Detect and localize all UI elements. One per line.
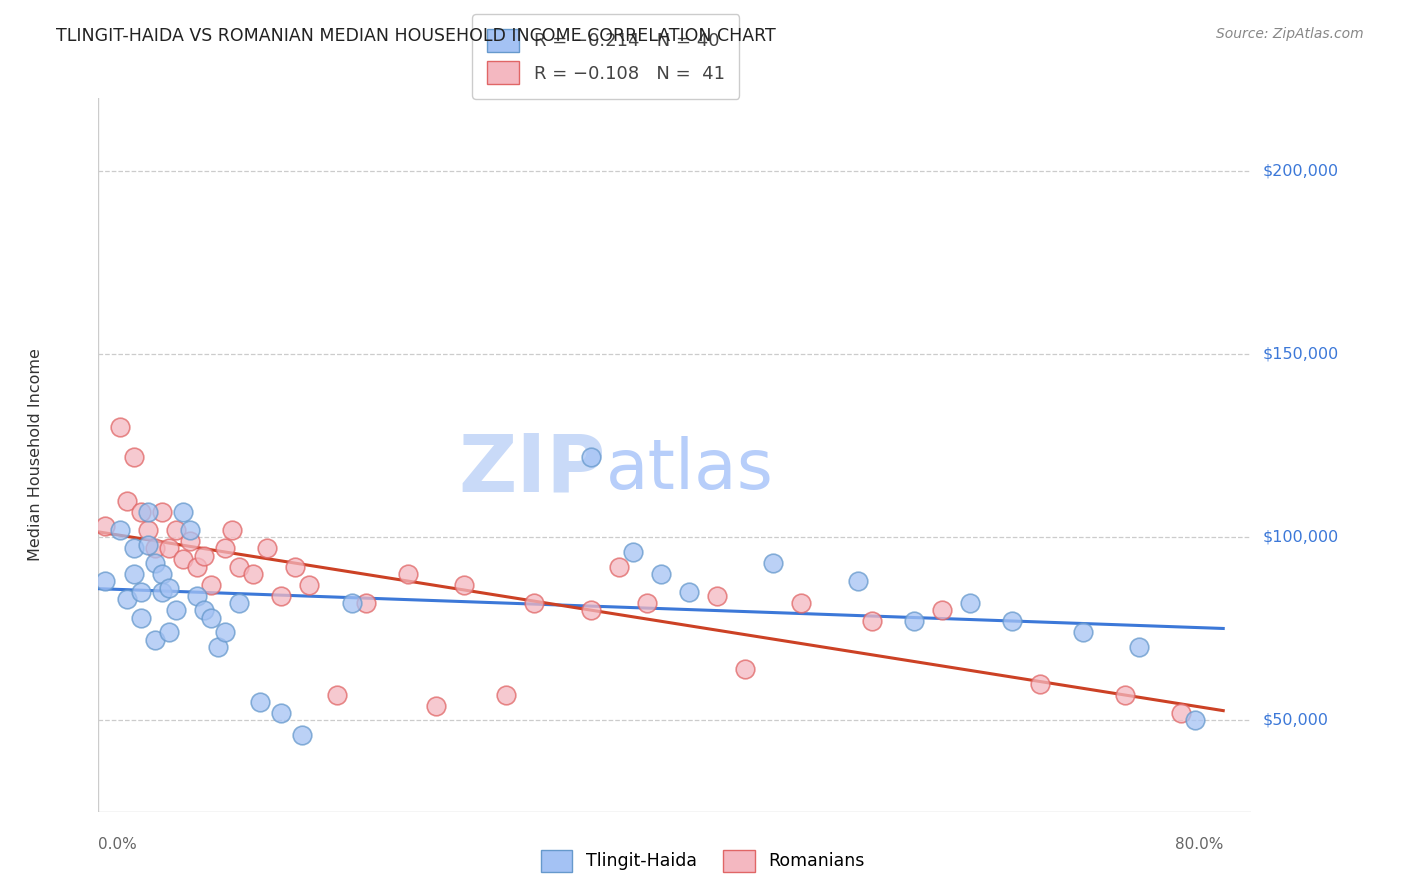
Point (762, 556, 785, 570)
Point (1001, 615, 1024, 629)
Point (270, 706, 292, 720)
Legend: Tlingit-Haida, Romanians: Tlingit-Haida, Romanians (534, 843, 872, 879)
Point (270, 589, 292, 603)
Point (1170, 706, 1192, 720)
Point (453, 578, 475, 592)
Point (157, 625, 180, 640)
Text: 0.0%: 0.0% (98, 837, 138, 852)
Point (1071, 625, 1094, 640)
Point (108, 523, 131, 537)
Point (179, 523, 201, 537)
Point (860, 615, 883, 629)
Point (136, 505, 159, 519)
Point (94, 574, 117, 589)
Point (143, 632, 166, 647)
Point (179, 533, 201, 548)
Point (129, 585, 152, 599)
Point (129, 505, 152, 519)
Point (150, 505, 173, 519)
Point (150, 566, 173, 581)
Point (200, 578, 222, 592)
Point (790, 596, 813, 610)
Point (143, 541, 166, 556)
Point (636, 596, 658, 610)
Point (284, 559, 307, 574)
Text: $50,000: $50,000 (1263, 713, 1329, 728)
Point (495, 688, 517, 702)
Point (172, 505, 194, 519)
Text: TLINGIT-HAIDA VS ROMANIAN MEDIAN HOUSEHOLD INCOME CORRELATION CHART: TLINGIT-HAIDA VS ROMANIAN MEDIAN HOUSEHO… (56, 27, 776, 45)
Point (122, 566, 145, 581)
Point (650, 566, 672, 581)
Point (186, 559, 208, 574)
Text: Median Household Income: Median Household Income (28, 349, 42, 561)
Point (579, 450, 602, 464)
Point (298, 578, 321, 592)
Point (931, 603, 953, 617)
Point (354, 596, 377, 610)
Point (242, 566, 264, 581)
Text: ZIP: ZIP (458, 430, 606, 508)
Point (193, 603, 215, 617)
Point (186, 589, 208, 603)
Point (157, 541, 180, 556)
Point (143, 556, 166, 570)
Text: Source: ZipAtlas.com: Source: ZipAtlas.com (1216, 27, 1364, 41)
Point (129, 611, 152, 625)
Point (903, 615, 925, 629)
Point (115, 493, 138, 508)
Point (157, 582, 180, 596)
Point (214, 541, 236, 556)
Point (172, 552, 194, 566)
Point (228, 559, 250, 574)
Text: atlas: atlas (606, 435, 773, 503)
Point (249, 695, 271, 709)
Point (228, 596, 250, 610)
Point (136, 523, 159, 537)
Point (607, 559, 630, 574)
Point (579, 603, 602, 617)
Point (150, 585, 173, 599)
Point (734, 662, 756, 676)
Point (94, 519, 117, 533)
Point (214, 625, 236, 640)
Point (136, 538, 159, 552)
Point (108, 420, 131, 434)
Point (115, 592, 138, 607)
Point (678, 585, 700, 599)
Point (291, 728, 314, 742)
Point (221, 523, 243, 537)
Point (326, 688, 349, 702)
Point (846, 574, 869, 589)
Point (1029, 676, 1052, 690)
Point (122, 450, 145, 464)
Point (959, 596, 981, 610)
Point (256, 541, 278, 556)
Text: $200,000: $200,000 (1263, 164, 1339, 178)
Text: 80.0%: 80.0% (1175, 837, 1223, 852)
Point (122, 541, 145, 556)
Point (193, 549, 215, 563)
Point (1128, 640, 1150, 654)
Legend: R = −0.214   N = 40, R = −0.108   N =  41: R = −0.214 N = 40, R = −0.108 N = 41 (472, 14, 740, 99)
Point (523, 596, 546, 610)
Point (1114, 688, 1136, 702)
Point (396, 566, 419, 581)
Point (706, 589, 728, 603)
Text: $100,000: $100,000 (1263, 530, 1339, 545)
Point (621, 545, 644, 559)
Point (207, 640, 229, 654)
Point (165, 603, 187, 617)
Point (200, 611, 222, 625)
Point (1184, 713, 1206, 727)
Point (425, 698, 447, 713)
Point (340, 596, 363, 610)
Point (165, 523, 187, 537)
Text: $150,000: $150,000 (1263, 347, 1339, 362)
